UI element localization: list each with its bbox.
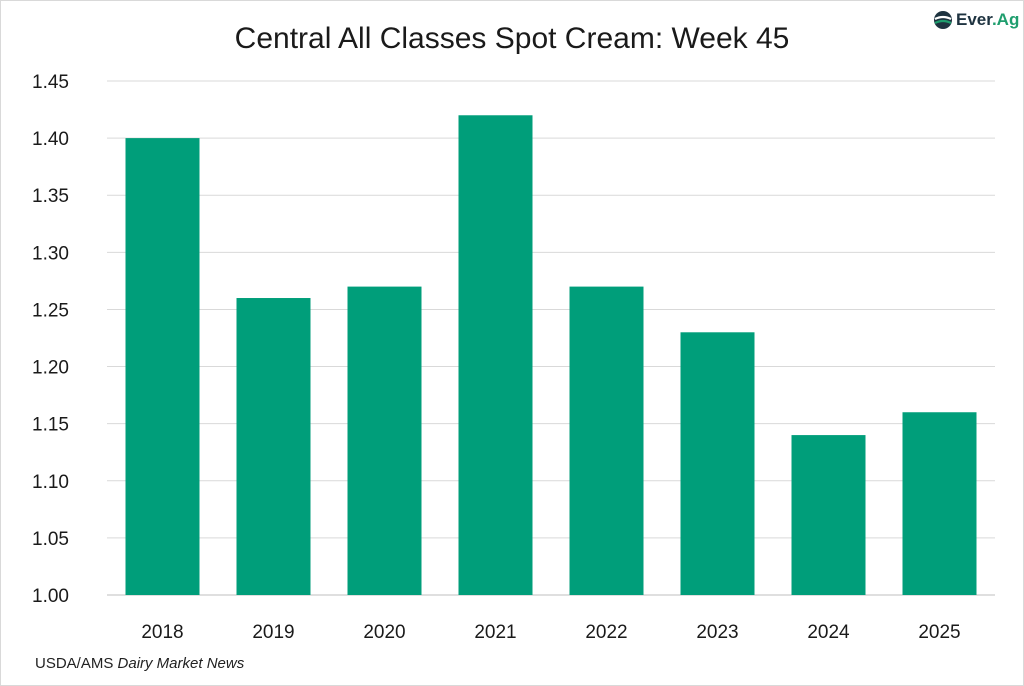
x-tick-label: 2023 (696, 622, 738, 643)
bar-2020 (347, 286, 422, 595)
chart-title: Central All Classes Spot Cream: Week 45 (234, 22, 790, 55)
x-tick-label: 2019 (252, 622, 294, 643)
y-tick-label: 1.10 (32, 472, 69, 493)
bar-2025 (902, 412, 977, 595)
x-tick-label: 2025 (918, 622, 960, 643)
y-tick-label: 1.20 (32, 358, 69, 379)
bar-2018 (125, 138, 200, 595)
bar-2024 (791, 435, 866, 595)
y-tick-label: 1.35 (32, 186, 69, 207)
source-italic: Dairy Market News (117, 655, 245, 672)
y-tick-label: 1.40 (32, 129, 69, 150)
everag-logo-icon (934, 11, 952, 29)
logo-brand: Ever (956, 10, 992, 29)
y-tick-label: 1.30 (32, 243, 69, 264)
y-tick-label: 1.05 (32, 529, 69, 550)
y-tick-label: 1.45 (32, 72, 69, 93)
x-tick-label: 2021 (474, 622, 516, 643)
x-tick-label: 2018 (141, 622, 183, 643)
bar-2019 (236, 298, 311, 595)
x-tick-label: 2020 (363, 622, 405, 643)
y-tick-label: 1.15 (32, 415, 69, 436)
x-tick-label: 2022 (585, 622, 627, 643)
logo-suffix: .Ag (991, 10, 1020, 29)
source-prefix: USDA/AMS (35, 655, 118, 672)
bar-2021 (458, 115, 533, 596)
bar-2023 (680, 332, 755, 595)
y-tick-label: 1.00 (32, 586, 69, 607)
bar-2022 (569, 286, 644, 595)
everag-logo: Ever.Ag (933, 10, 1019, 30)
x-tick-label: 2024 (807, 622, 850, 643)
source-note: USDA/AMS Dairy Market News (35, 655, 244, 672)
y-tick-label: 1.25 (32, 300, 69, 321)
